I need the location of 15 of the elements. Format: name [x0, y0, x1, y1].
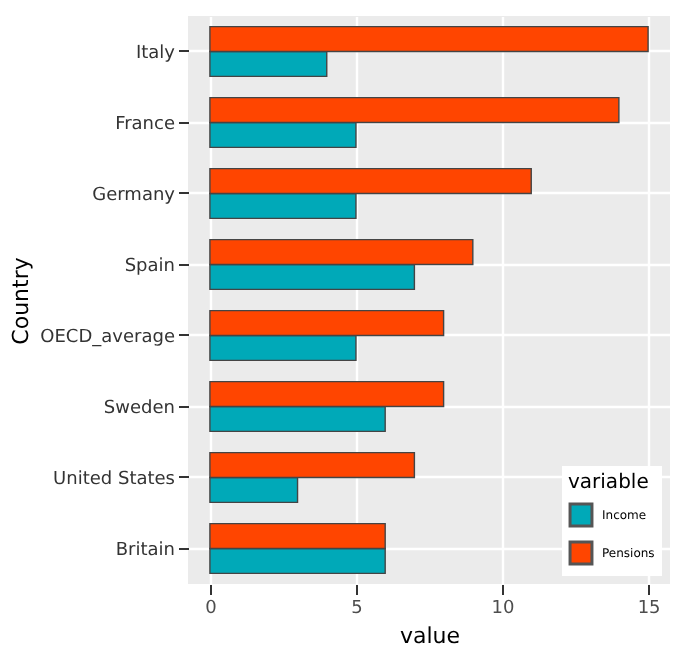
y-axis-title: Country — [8, 256, 35, 345]
x-axis-title: value — [399, 623, 461, 649]
y-tick-label: France — [115, 114, 176, 135]
y-tick-label: United States — [53, 469, 176, 490]
legend-title: variable — [568, 472, 649, 494]
y-tick-label: Britain — [115, 540, 175, 561]
y-tick-label: Spain — [124, 256, 175, 277]
y-tick-label: OECD_average — [40, 327, 176, 348]
x-tick-label: 15 — [637, 599, 661, 619]
y-tick-label: Sweden — [103, 398, 175, 419]
y-tick-label: Germany — [92, 185, 177, 206]
x-tick-label: 0 — [205, 599, 218, 619]
y-tick-label: Italy — [135, 43, 177, 64]
x-tick-label: 5 — [351, 599, 363, 619]
x-tick-label: 10 — [491, 599, 516, 619]
